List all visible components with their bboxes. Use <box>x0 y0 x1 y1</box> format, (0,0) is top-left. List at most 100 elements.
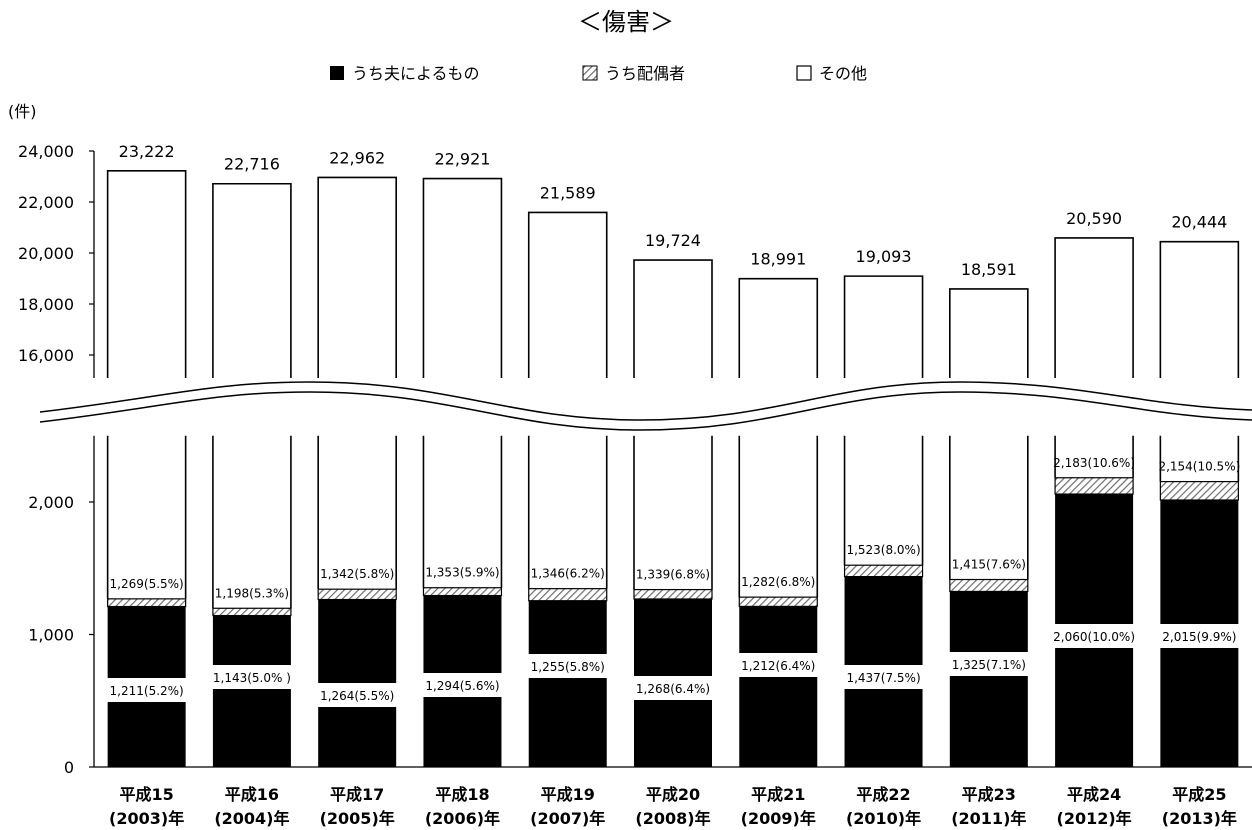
x-category-label: 平成19 <box>541 785 595 804</box>
spouse-value-label: 1,346(6.2%) <box>531 567 605 581</box>
axis-break-line-upper <box>39 381 1252 421</box>
spouse-value-label: 1,523(8.0%) <box>846 543 920 557</box>
husband-value-label: 1,264(5.5%) <box>320 689 394 703</box>
bar-spouse-segment <box>1159 480 1239 501</box>
x-category-year: (2003)年 <box>109 809 184 828</box>
husband-label-box <box>307 683 408 707</box>
bar-husband-segment <box>739 606 818 767</box>
bar-total-upper <box>1159 240 1240 378</box>
axis-break-line-lower <box>39 391 1252 431</box>
total-value-label: 18,591 <box>961 260 1017 279</box>
bar-total-upper <box>949 288 1029 378</box>
total-value-label: 23,222 <box>119 142 175 161</box>
bar-husband-segment <box>528 600 607 767</box>
x-category-year: (2013)年 <box>1162 809 1237 828</box>
husband-value-label: 1,437(7.5%) <box>846 671 920 685</box>
husband-value-label: 1,212(6.4%) <box>741 659 815 673</box>
x-category-label: 平成20 <box>646 785 700 804</box>
husband-value-label: 1,143(5.0% ) <box>213 671 291 685</box>
bar-total-upper <box>738 277 819 378</box>
total-value-label: 22,921 <box>434 150 490 169</box>
husband-label-box <box>1044 624 1145 648</box>
husband-value-label: 2,060(10.0%) <box>1053 630 1135 644</box>
x-category-year: (2008)年 <box>635 809 710 828</box>
y-tick-label: 18,000 <box>18 295 74 314</box>
spouse-value-label: 1,269(5.5%) <box>110 577 184 591</box>
x-category-year: (2011)年 <box>951 809 1026 828</box>
bar-total-upper <box>633 259 713 378</box>
chart-title: ＜傷害＞ <box>578 8 674 36</box>
bar-spouse-segment <box>633 588 713 600</box>
bar-spouse-segment <box>107 598 187 608</box>
x-category-year: (2009)年 <box>741 809 816 828</box>
bar-spouse-segment <box>949 578 1029 593</box>
bar-total-upper <box>212 182 292 378</box>
legend-swatch-husband <box>330 66 344 80</box>
bar-total-upper <box>527 211 608 378</box>
bar-husband-segment <box>212 615 291 767</box>
husband-value-label: 2,015(9.9%) <box>1162 630 1236 644</box>
y-tick-label: 22,000 <box>18 193 74 212</box>
x-axis-labels: 平成15 (2003)年 平成16 (2004)年 平成17 (2005)年 平成18 (20… <box>109 785 1237 828</box>
total-value-label: 19,093 <box>856 247 912 266</box>
total-value-label: 18,991 <box>750 250 806 269</box>
husband-label-box <box>517 654 618 678</box>
bar-husband-segment <box>949 591 1028 767</box>
legend-label-other: その他 <box>819 64 867 83</box>
total-value-label: 20,444 <box>1171 213 1227 232</box>
total-value-label: 22,962 <box>329 148 385 167</box>
x-category-year: (2005)年 <box>320 809 395 828</box>
total-value-label: 22,716 <box>224 155 280 174</box>
spouse-value-label: 1,342(5.8%) <box>320 567 394 581</box>
bar-spouse-segment <box>1054 477 1134 495</box>
bar-total-upper <box>422 177 503 378</box>
x-category-label: 平成18 <box>435 785 489 804</box>
x-category-label: 平成25 <box>1172 785 1226 804</box>
y-axis-unit-label: (件) <box>8 102 37 121</box>
bar-spouse-segment <box>528 588 608 602</box>
y-tick-label: 20,000 <box>18 244 74 263</box>
total-value-label: 19,724 <box>645 231 701 250</box>
bar-total-upper <box>317 176 397 378</box>
husband-label-box <box>1149 624 1250 648</box>
husband-label-box <box>938 652 1039 676</box>
legend: うち夫によるもの うち配偶者 その他 <box>330 64 867 83</box>
husband-label-box <box>623 676 723 700</box>
spouse-value-label: 1,339(6.8%) <box>636 568 710 582</box>
bar-total-upper <box>1054 237 1134 378</box>
spouse-value-label: 2,154(10.5%) <box>1158 460 1240 474</box>
x-category-label: 平成17 <box>330 785 384 804</box>
bar-total-upper <box>843 275 924 378</box>
y-tick-label: 0 <box>64 758 74 777</box>
legend-label-spouse: うち配偶者 <box>605 64 685 83</box>
husband-label-box <box>833 665 934 689</box>
x-category-year: (2006)年 <box>425 809 500 828</box>
x-category-label: 平成16 <box>225 785 279 804</box>
husband-label-box <box>728 653 829 677</box>
y-tick-label: 2,000 <box>28 493 74 512</box>
x-category-label: 平成24 <box>1067 785 1121 804</box>
husband-label-box <box>96 678 197 702</box>
spouse-value-label: 1,353(5.9%) <box>425 566 499 580</box>
bar-spouse-segment <box>212 607 292 617</box>
y-tick-label: 24,000 <box>18 142 74 161</box>
husband-value-label: 1,255(5.8%) <box>531 660 605 674</box>
legend-swatch-spouse <box>582 65 598 81</box>
bar-spouse-segment <box>422 587 503 597</box>
spouse-value-label: 2,183(10.6%) <box>1053 456 1135 470</box>
legend-swatch-other <box>796 65 812 81</box>
legend-label-husband: うち夫によるもの <box>352 64 480 83</box>
x-category-label: 平成22 <box>856 785 910 804</box>
husband-value-label: 1,211(5.2%) <box>110 684 184 698</box>
husband-value-label: 1,294(5.6%) <box>425 679 499 693</box>
x-category-year: (2007)年 <box>530 809 605 828</box>
husband-label-box <box>412 673 513 697</box>
bar-spouse-segment <box>843 564 924 578</box>
bar-total-upper <box>106 170 187 378</box>
bar-spouse-segment <box>738 596 818 608</box>
x-category-label: 平成23 <box>962 785 1016 804</box>
x-category-label: 平成21 <box>751 785 805 804</box>
x-category-year: (2004)年 <box>214 809 289 828</box>
x-category-label: 平成15 <box>119 785 173 804</box>
